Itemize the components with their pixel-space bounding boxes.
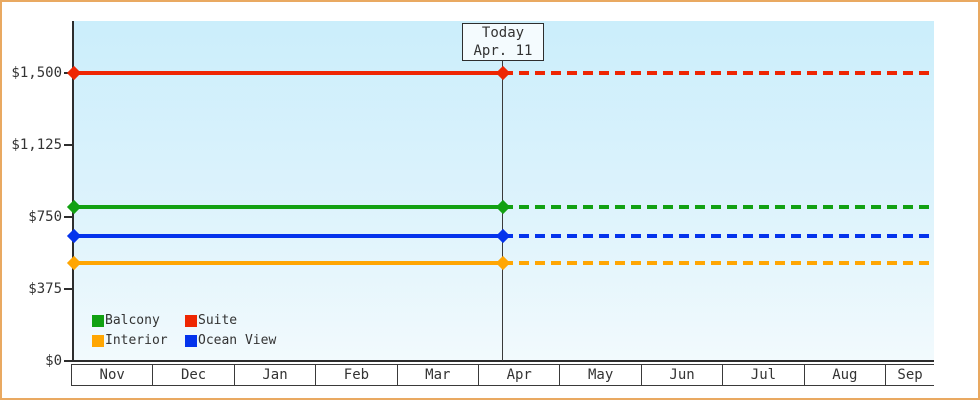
month-cell-jan: Jan — [233, 365, 315, 385]
legend-item-interior: Interior — [92, 334, 185, 347]
series-line-solid — [74, 71, 503, 75]
legend-swatch-icon — [92, 334, 104, 347]
month-cell-feb: Feb — [315, 365, 396, 385]
month-cell-nov: Nov — [71, 365, 152, 385]
series-line-dotted — [503, 205, 934, 209]
month-cell-jun: Jun — [640, 365, 722, 385]
y-tick-label: $1,500 — [11, 65, 62, 81]
series-line-solid — [74, 234, 503, 238]
legend-label: Balcony — [105, 313, 160, 328]
month-axis-row: Nov Dec Jan Feb Mar Apr May Jun Jul Aug Sep — [71, 364, 934, 386]
series-line-dotted — [503, 71, 934, 75]
legend-swatch-icon — [185, 334, 197, 347]
y-tick-label: $0 — [45, 353, 62, 369]
y-tick-mark — [64, 216, 72, 218]
today-date: Apr. 11 — [473, 43, 533, 59]
month-cell-mar: Mar — [396, 365, 478, 385]
y-tick-label: $750 — [28, 209, 62, 225]
x-axis-line — [64, 360, 934, 362]
today-annotation-box: Today Apr. 11 — [462, 23, 544, 61]
y-tick-label: $1,125 — [11, 137, 62, 153]
series-line-dotted — [503, 234, 934, 238]
legend-swatch-icon — [92, 314, 104, 327]
month-cell-may: May — [559, 365, 640, 385]
y-tick-mark — [64, 360, 72, 362]
legend-label: Interior — [105, 333, 168, 348]
today-label: Today — [481, 25, 525, 41]
legend-label: Ocean View — [198, 333, 277, 348]
month-cell-apr: Apr — [478, 365, 559, 385]
y-tick-label: $375 — [28, 281, 62, 297]
month-cell-aug: Aug — [803, 365, 885, 385]
legend: Balcony Suite Interior Ocean View — [92, 314, 276, 347]
series-line-dotted — [503, 261, 934, 265]
legend-item-ocean-view: Ocean View — [185, 334, 276, 347]
legend-label: Suite — [198, 313, 238, 328]
month-cell-dec: Dec — [152, 365, 233, 385]
y-axis-line — [72, 21, 74, 362]
month-cell-jul: Jul — [722, 365, 803, 385]
legend-swatch-icon — [185, 314, 197, 327]
legend-item-suite: Suite — [185, 314, 276, 327]
y-tick-mark — [64, 288, 72, 290]
month-cell-sep: Sep — [885, 365, 934, 385]
series-line-solid — [74, 261, 503, 265]
legend-item-balcony: Balcony — [92, 314, 185, 327]
y-tick-mark — [64, 144, 72, 146]
series-line-solid — [74, 205, 503, 209]
